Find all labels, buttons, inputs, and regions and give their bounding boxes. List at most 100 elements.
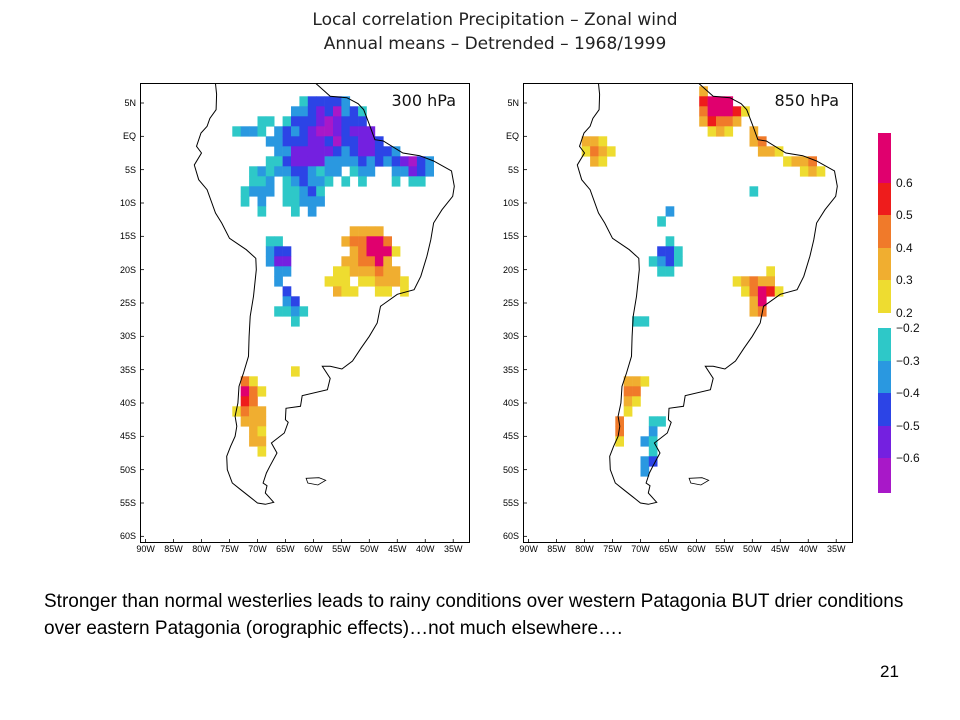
correlation-cell xyxy=(766,146,775,157)
correlation-cell xyxy=(374,286,384,297)
correlation-cell xyxy=(623,386,633,397)
correlation-cell xyxy=(265,176,275,187)
correlation-cell xyxy=(665,266,675,277)
correlation-cell xyxy=(366,156,376,167)
correlation-cell xyxy=(665,256,675,267)
correlation-cell xyxy=(391,176,401,187)
lat-tick-label: 40S xyxy=(119,398,136,408)
colorbar-segment xyxy=(878,280,891,313)
correlation-cell xyxy=(341,96,351,107)
longitude-axis-left: 90W 85W 80W 75W 70W 65W 60W 55W 50W 45W 40W 35W xyxy=(136,544,470,558)
correlation-cell xyxy=(657,246,666,257)
correlation-cell xyxy=(699,116,708,127)
correlation-cell xyxy=(341,136,351,147)
correlation-cell xyxy=(358,146,367,157)
lat-tick-label: 50S xyxy=(119,464,136,475)
correlation-cell xyxy=(307,136,317,147)
lon-tick-label: 70W xyxy=(631,544,650,554)
correlation-cell xyxy=(257,436,267,447)
correlation-cell xyxy=(316,106,325,117)
correlation-cell xyxy=(648,256,658,267)
lon-tick-label: 65W xyxy=(276,544,295,554)
correlation-cell xyxy=(425,156,434,167)
correlation-cell xyxy=(408,156,418,167)
correlation-cell xyxy=(358,176,367,187)
correlation-cell xyxy=(774,286,784,297)
correlation-cell xyxy=(590,146,599,157)
correlation-cell xyxy=(249,406,258,417)
correlation-cell xyxy=(333,286,342,297)
correlation-cell xyxy=(307,206,317,217)
correlation-cell xyxy=(349,136,359,147)
correlation-cell xyxy=(749,296,759,307)
lat-tick-label: 55S xyxy=(119,498,136,508)
correlation-cell xyxy=(724,106,734,117)
correlation-cell xyxy=(349,226,359,237)
correlation-cell xyxy=(766,286,775,297)
correlation-cell xyxy=(366,236,376,247)
correlation-cell xyxy=(274,266,283,277)
correlation-cell xyxy=(316,116,325,127)
lat-tick-label: 45S xyxy=(119,431,136,442)
correlation-cell xyxy=(366,266,376,277)
correlation-cell xyxy=(274,146,283,157)
correlation-cell xyxy=(341,276,351,287)
correlation-cell xyxy=(383,236,392,247)
correlation-cell xyxy=(341,106,351,117)
correlation-cell xyxy=(665,236,675,247)
correlation-cell xyxy=(299,306,309,317)
correlation-map-300hpa xyxy=(140,83,470,543)
correlation-cell xyxy=(349,116,359,127)
correlation-cell xyxy=(425,166,434,177)
correlation-cell xyxy=(249,426,258,437)
lat-tick-label: 30S xyxy=(119,331,136,342)
correlation-cell xyxy=(366,246,376,257)
correlation-cell xyxy=(257,186,267,197)
correlation-cell xyxy=(699,106,708,117)
correlation-cell xyxy=(341,236,351,247)
correlation-cell xyxy=(749,126,759,137)
correlation-cell xyxy=(265,156,275,167)
correlation-cell xyxy=(240,126,250,137)
correlation-cell xyxy=(366,276,376,287)
lat-tick-label: EQ xyxy=(122,131,136,142)
correlation-cell xyxy=(657,256,666,267)
correlation-cell xyxy=(615,416,624,427)
correlation-cell xyxy=(341,286,351,297)
correlation-cell xyxy=(333,276,342,287)
correlation-cell xyxy=(757,286,767,297)
correlation-cell xyxy=(358,276,367,287)
colorbar-segment xyxy=(878,425,891,458)
correlation-cell xyxy=(291,166,300,177)
correlation-cell xyxy=(282,246,292,257)
correlation-cell xyxy=(640,466,650,477)
lat-tick-label: 10S xyxy=(119,198,136,208)
correlation-cell xyxy=(358,116,367,127)
lat-tick-label: 5N xyxy=(124,98,136,108)
correlation-cell xyxy=(623,376,633,387)
correlation-cell xyxy=(598,146,608,157)
correlation-cell xyxy=(240,396,250,407)
correlation-map-850hpa xyxy=(523,83,853,543)
correlation-cell xyxy=(391,166,401,177)
correlation-cell xyxy=(391,266,401,277)
correlation-cell xyxy=(265,256,275,267)
island-outline xyxy=(688,477,710,486)
correlation-cell xyxy=(757,146,767,157)
correlation-cell xyxy=(707,116,717,127)
correlation-cell xyxy=(632,396,641,407)
correlation-cell xyxy=(374,156,384,167)
map-title-line1: Local correlation Precipitation – Zonal … xyxy=(312,10,678,30)
colorbar-label: 0.3 xyxy=(896,273,913,287)
correlation-cell xyxy=(299,186,309,197)
correlation-cell xyxy=(632,386,641,397)
lat-tick-label: 20S xyxy=(119,264,136,275)
correlation-cell xyxy=(307,156,317,167)
correlation-cell xyxy=(383,246,392,257)
correlation-cell xyxy=(265,246,275,257)
correlation-cell xyxy=(291,156,300,167)
correlation-cell xyxy=(674,256,683,267)
correlation-cell xyxy=(299,106,309,117)
correlation-cell xyxy=(366,226,376,237)
correlation-cell xyxy=(282,166,292,177)
